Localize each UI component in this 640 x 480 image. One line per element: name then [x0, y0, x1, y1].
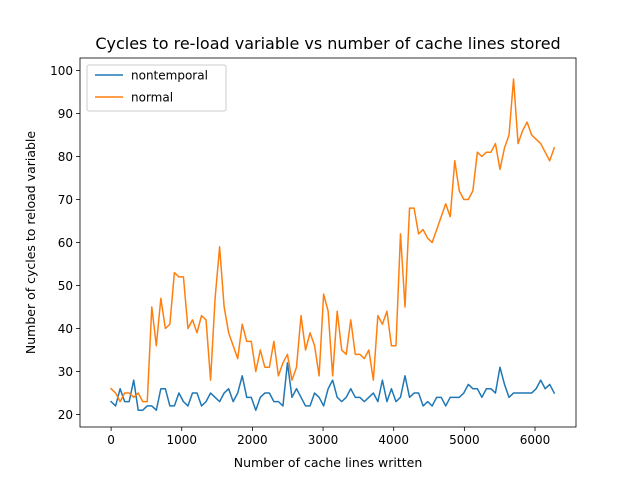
series-line-nontemporal	[110, 362, 556, 411]
y-tick-label: 90	[58, 107, 73, 121]
x-axis-label: Number of cache lines written	[234, 455, 423, 470]
y-axis-label: Number of cycles to reload variable	[23, 131, 38, 355]
legend: nontemporal normal	[86, 64, 227, 112]
x-tick-label: 3000	[308, 433, 339, 447]
x-tick-label: 4000	[378, 433, 409, 447]
x-tick-label: 6000	[520, 433, 551, 447]
y-tick-label: 80	[58, 150, 73, 164]
legend-label-nontemporal: nontemporal	[131, 69, 208, 83]
legend-box	[86, 64, 227, 112]
y-tick-label: 30	[58, 365, 73, 379]
x-tick-label: 2000	[237, 433, 268, 447]
x-tick-label: 5000	[449, 433, 480, 447]
y-tick-label: 20	[58, 408, 73, 422]
series-layer	[110, 78, 556, 411]
x-axis-ticks: 0 1000 2000 3000 4000 5000 6000	[107, 427, 550, 447]
chart-title: Cycles to re-load variable vs number of …	[95, 34, 560, 53]
y-tick-label: 100	[50, 64, 73, 78]
y-tick-label: 70	[58, 193, 73, 207]
series-line-normal	[110, 78, 556, 403]
legend-label-normal: normal	[131, 91, 173, 105]
x-tick-label: 1000	[166, 433, 197, 447]
y-tick-label: 50	[58, 279, 73, 293]
y-tick-label: 40	[58, 322, 73, 336]
y-tick-label: 60	[58, 236, 73, 250]
y-axis-ticks: 20 30 40 50 60 70 80 90 100	[50, 64, 80, 422]
x-tick-label: 0	[107, 433, 115, 447]
